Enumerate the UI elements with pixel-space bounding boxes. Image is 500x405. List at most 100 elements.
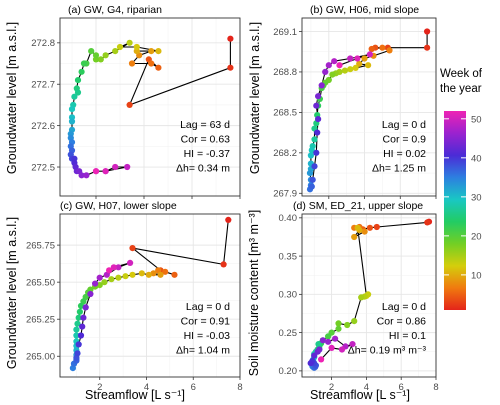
y-tick-label: 0.40 xyxy=(279,213,298,224)
colorbar-tick-label: 40 xyxy=(471,153,482,164)
x-tick-label: 8 xyxy=(237,382,242,393)
data-point xyxy=(347,66,354,73)
data-point xyxy=(341,67,348,74)
y-tick-label: 0.30 xyxy=(279,290,298,301)
data-point xyxy=(127,259,134,266)
panel-c-title: (c) GW, H07, lower slope xyxy=(60,200,177,212)
data-point xyxy=(122,273,129,280)
x-tick-label: 4 xyxy=(144,382,149,393)
data-point xyxy=(92,280,99,287)
data-point xyxy=(126,101,133,108)
panel-d: 0.20 0.25 0.30 0.35 0.40 2 4 6 8 Lag = 0 d Cor = 0… xyxy=(279,213,439,393)
data-point xyxy=(313,149,320,156)
y-tick-label: 272.8 xyxy=(31,38,55,49)
data-point xyxy=(75,314,82,321)
y-tick-label: 272.5 xyxy=(31,162,55,173)
data-point xyxy=(347,55,354,62)
panel-d-xlabel: Streamflow [L s⁻¹] xyxy=(310,388,410,402)
data-point xyxy=(315,116,322,123)
data-point xyxy=(225,216,232,223)
data-point xyxy=(386,47,393,54)
plot-frame xyxy=(301,213,437,378)
y-tick-label: 265.00 xyxy=(26,352,55,363)
data-point xyxy=(311,136,318,143)
data-point xyxy=(74,350,81,357)
data-point xyxy=(311,163,318,170)
data-point xyxy=(110,264,117,271)
data-point xyxy=(101,279,108,286)
data-point xyxy=(361,228,368,235)
data-point xyxy=(338,346,346,353)
stat-hi: HI = 0.02 xyxy=(383,148,426,160)
data-point xyxy=(358,294,365,301)
data-point xyxy=(124,163,131,171)
colorbar-tick-label: 10 xyxy=(471,270,482,281)
x-tick-label: 6 xyxy=(191,382,196,393)
data-point xyxy=(368,45,375,53)
data-point xyxy=(80,314,87,321)
data-point xyxy=(424,28,431,35)
panel-a-title: (a) GW, G4, riparian xyxy=(68,4,162,16)
data-point xyxy=(316,346,323,353)
plot-frame xyxy=(59,213,241,378)
data-point xyxy=(306,170,314,177)
data-point xyxy=(354,55,361,62)
colorbar-title-line1: Week of xyxy=(440,68,483,80)
data-point xyxy=(379,44,386,51)
data-point xyxy=(73,332,80,339)
panel-d-title: (d) SM, ED_21, upper slope xyxy=(293,200,423,212)
panel-a: 272.5 272.6 272.7 272.8 Lag = 63 d Cor = 0.63… xyxy=(31,17,241,199)
stat-cor: Cor = 0.63 xyxy=(181,134,230,146)
stat-hi: HI = -0.37 xyxy=(184,148,231,160)
stat-hi: HI = 0.1 xyxy=(389,330,426,342)
data-point xyxy=(116,43,124,51)
data-point xyxy=(366,224,373,231)
y-tick-label: 0.35 xyxy=(279,251,298,262)
data-point xyxy=(88,48,95,55)
data-point xyxy=(322,68,329,75)
plot-background xyxy=(60,18,240,196)
stat-lag: Lag = 0 d xyxy=(186,301,230,313)
y-tick-label: 268.2 xyxy=(273,148,297,159)
panel-c: 265.00 265.25 265.50 265.75 2 4 6 8 Lag = 0 d Cor… xyxy=(26,213,243,393)
data-point xyxy=(344,321,351,329)
data-point xyxy=(74,77,82,84)
data-point xyxy=(68,118,76,125)
stat-lag: Lag = 0 d xyxy=(382,301,426,313)
stat-dh: Δh= 1.25 m xyxy=(372,163,426,175)
x-tick-label: 2 xyxy=(329,382,334,393)
data-point xyxy=(115,264,122,271)
data-point xyxy=(77,332,85,339)
data-point xyxy=(318,356,325,363)
y-tick-label: 265.75 xyxy=(26,240,55,251)
data-point xyxy=(129,271,136,278)
plot-frame xyxy=(301,17,437,197)
data-point xyxy=(313,102,320,109)
data-point xyxy=(336,62,343,69)
data-point xyxy=(83,172,90,179)
x-tick-label: 4 xyxy=(364,382,369,393)
panel-b-title: (b) GW, H06, mid slope xyxy=(310,4,419,16)
stat-hi: HI = -0.03 xyxy=(184,330,231,342)
data-point xyxy=(309,176,316,183)
data-point xyxy=(76,308,83,315)
data-point xyxy=(80,60,88,67)
y-tick-label: 268.8 xyxy=(273,67,297,78)
data-point xyxy=(75,341,82,348)
colorbar-tick-label: 50 xyxy=(471,114,482,125)
stat-cor: Cor = 0.86 xyxy=(377,316,426,328)
stat-dh: Δh= 0.19 m³ m⁻³ xyxy=(348,345,427,357)
data-point xyxy=(71,93,78,100)
data-point xyxy=(102,168,109,175)
colorbar xyxy=(444,111,466,310)
stat-lag: Lag = 0 d xyxy=(382,119,426,131)
data-point xyxy=(68,106,76,113)
data-point xyxy=(351,318,358,325)
data-point xyxy=(148,60,155,67)
data-point xyxy=(356,60,363,67)
x-tick-label: 8 xyxy=(433,382,438,393)
data-point xyxy=(227,35,234,42)
data-point xyxy=(335,325,342,332)
data-point xyxy=(74,320,81,327)
